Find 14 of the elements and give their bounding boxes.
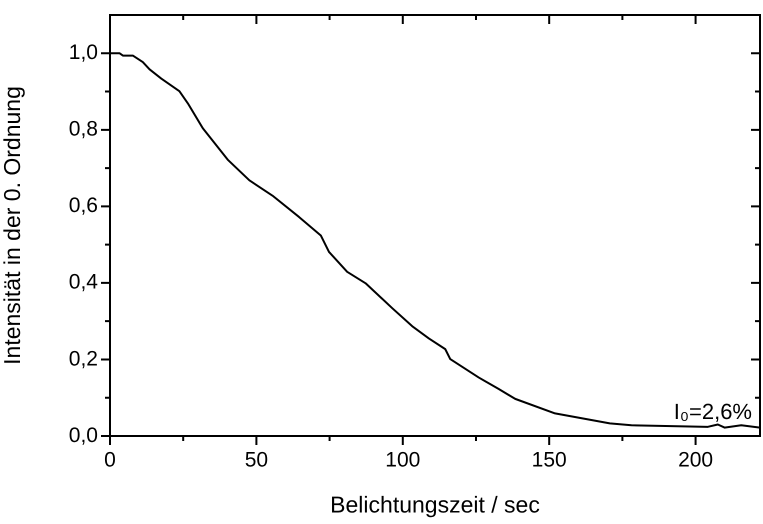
x-tick-label: 50 xyxy=(244,448,268,472)
annotation: I₀=2,6% xyxy=(674,399,752,424)
y-tick-label: 0,2 xyxy=(68,347,98,370)
y-tick-label: 0,4 xyxy=(68,270,98,294)
y-tick-label: 1,0 xyxy=(68,41,98,64)
x-tick-label: 100 xyxy=(385,448,420,472)
x-tick-label: 200 xyxy=(678,448,714,472)
y-axis-title: Intensität in der 0. Ordnung xyxy=(0,86,26,365)
x-axis-title: Belichtungszeit / sec xyxy=(330,492,540,518)
y-tick-label: 0,8 xyxy=(68,118,98,141)
x-tick-label: 150 xyxy=(532,448,567,472)
y-tick-label: 0,6 xyxy=(68,194,98,218)
x-tick-label: 0 xyxy=(104,448,116,472)
y-tick-label: 0,0 xyxy=(68,424,98,447)
